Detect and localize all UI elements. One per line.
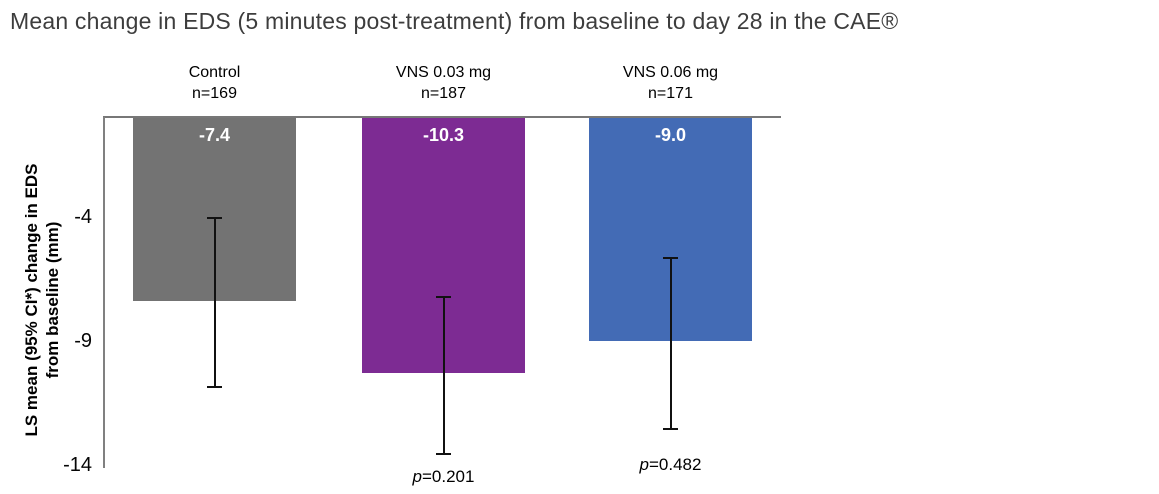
bar: -7.4 <box>133 118 296 301</box>
error-bar-cap <box>663 256 678 259</box>
column-header: VNS 0.06 mg n=171 <box>571 62 771 104</box>
error-bar-line <box>669 256 672 430</box>
y-tick-label: -14 <box>63 453 92 476</box>
column-header: VNS 0.03 mg n=187 <box>344 62 544 104</box>
zero-baseline-axis <box>103 116 781 118</box>
p-value-italic-p: p <box>412 467 422 486</box>
p-value-label: p=0.201 <box>412 467 475 486</box>
error-bar-cap <box>207 217 222 219</box>
bar-value-label: -7.4 <box>198 125 231 145</box>
error-bar-line <box>442 296 445 455</box>
column-header-n: n=187 <box>421 85 466 102</box>
chart-title: Mean change in EDS (5 minutes post-treat… <box>10 8 899 34</box>
column-header-label: VNS 0.03 mg <box>395 64 492 81</box>
error-bar-cap <box>663 427 678 430</box>
error-bar-cap <box>436 452 451 455</box>
column-header-label: Control <box>188 64 241 81</box>
error-bar-cap <box>436 296 451 299</box>
column-header-n: n=171 <box>648 85 693 102</box>
p-value-italic-p: p <box>639 455 649 474</box>
y-axis-title: LS mean (95% CI*) change in EDS from bas… <box>22 163 62 437</box>
y-tick-label: -4 <box>74 206 92 228</box>
bar-value-label: -9.0 <box>654 125 687 145</box>
error-bar-cap <box>207 385 222 388</box>
y-tick-label: -9 <box>74 329 92 352</box>
y-axis-line <box>103 117 105 468</box>
error-bar-line <box>213 217 216 388</box>
column-header-n: n=169 <box>192 85 237 102</box>
column-header-label: VNS 0.06 mg <box>622 64 719 81</box>
p-value-label: p=0.482 <box>639 455 702 474</box>
bar-value-label: -10.3 <box>422 125 465 145</box>
column-header: Control n=169 <box>115 62 315 104</box>
